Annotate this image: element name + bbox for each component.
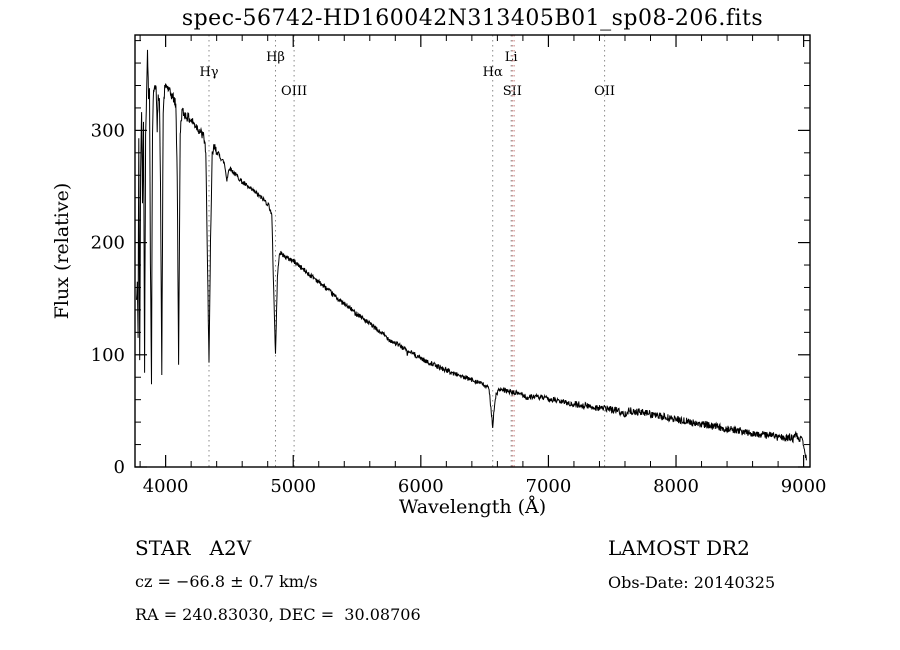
spectral-line-label: Li <box>505 50 518 65</box>
spectral-line-label: Hγ <box>199 65 218 80</box>
y-tick-label: 0 <box>114 457 125 478</box>
object-classification: STAR A2V <box>135 536 252 560</box>
plot-frame <box>134 34 811 468</box>
x-tick-label: 5000 <box>270 476 316 497</box>
y-tick-label: 200 <box>91 233 125 254</box>
spectrum-line <box>136 49 807 461</box>
spectral-line-label: Hα <box>483 65 503 80</box>
y-tick-label: 100 <box>91 345 125 366</box>
spectral-line-label: OII <box>594 84 615 99</box>
spectral-line-label: Hβ <box>266 50 285 65</box>
spectral-line-label: OIII <box>281 84 307 99</box>
y-tick-label: 300 <box>91 120 125 141</box>
coordinates: RA = 240.83030, DEC = 30.08706 <box>135 605 421 624</box>
spectral-line-label: SII <box>503 84 522 99</box>
x-tick-label: 6000 <box>398 476 444 497</box>
x-tick-label: 8000 <box>653 476 699 497</box>
y-axis-label: Flux (relative) <box>51 182 73 320</box>
x-axis-label: Wavelength (Å) <box>398 496 547 518</box>
x-tick-label: 4000 <box>143 476 189 497</box>
plot-title: spec-56742-HD160042N313405B01_sp08-206.f… <box>181 6 764 31</box>
observation-date: Obs-Date: 20140325 <box>608 573 776 592</box>
x-tick-label: 9000 <box>781 476 827 497</box>
survey-name: LAMOST DR2 <box>608 536 750 560</box>
x-tick-label: 7000 <box>526 476 572 497</box>
radial-velocity: cz = −66.8 ± 0.7 km/s <box>135 572 318 591</box>
